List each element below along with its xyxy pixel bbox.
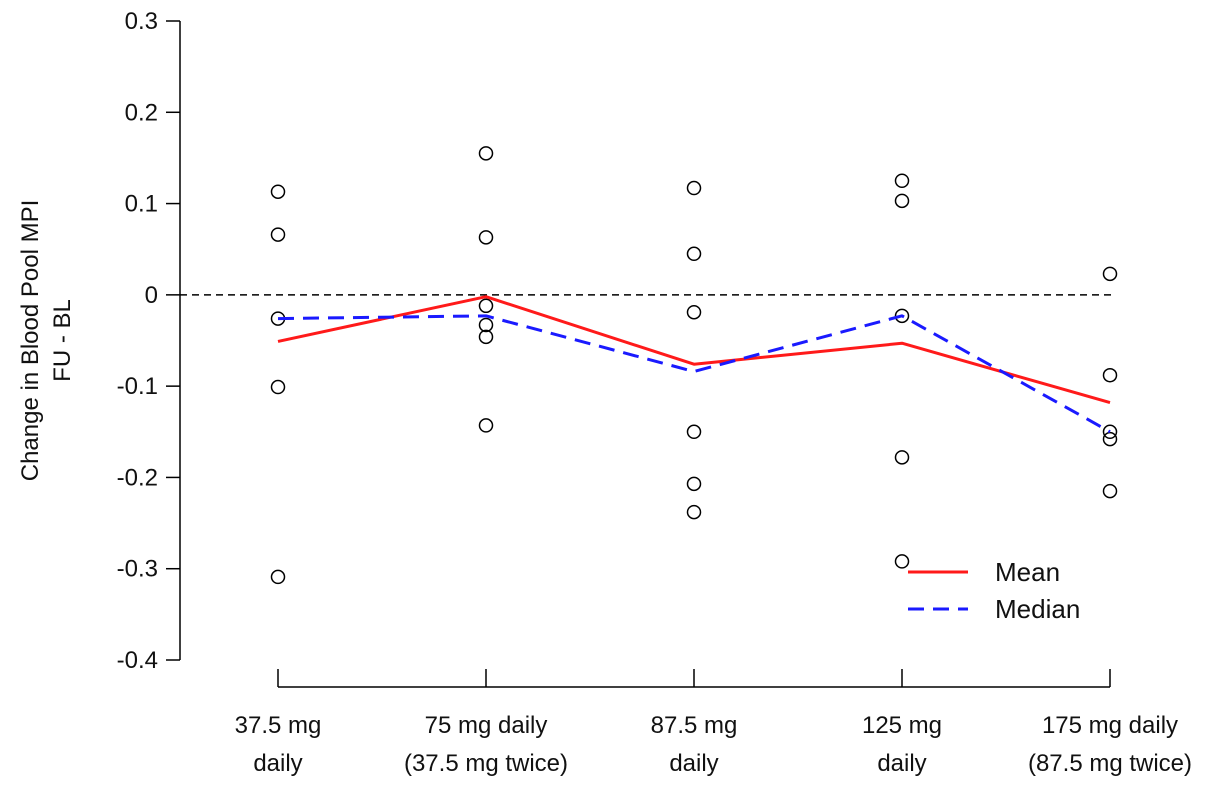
- data-point: [894, 193, 910, 209]
- y-tick-label: -0.2: [117, 464, 158, 491]
- y-tick-label: 0.3: [125, 8, 158, 35]
- y-tick-label: 0: [145, 282, 158, 309]
- data-point: [478, 298, 494, 314]
- x-tick-label: 75 mg daily: [425, 712, 548, 739]
- data-point: [1102, 483, 1118, 499]
- legend-label-median: Median: [995, 594, 1080, 624]
- median-series-line: [277, 314, 1111, 434]
- data-point: [686, 246, 702, 262]
- y-tick-label: 0.2: [125, 99, 158, 126]
- data-point: [478, 329, 494, 345]
- data-point: [686, 180, 702, 196]
- data-point: [270, 569, 286, 585]
- x-tick-label: (37.5 mg twice): [404, 750, 568, 777]
- data-point: [894, 554, 910, 569]
- data-point: [686, 304, 702, 320]
- y-tick-label: -0.1: [117, 373, 158, 400]
- data-point: [1102, 367, 1118, 383]
- data-points: [270, 146, 1118, 585]
- x-tick-label: daily: [877, 750, 926, 777]
- data-point: [686, 424, 702, 440]
- y-tick-label: -0.4: [117, 647, 158, 674]
- y-tick-label: 0.1: [125, 191, 158, 218]
- legend: Mean Median: [908, 557, 1080, 624]
- data-point: [1102, 431, 1118, 447]
- y-axis-title-line: FU - BL: [49, 299, 76, 382]
- x-axis: 37.5 mg daily 75 mg daily (37.5 mg twice) 87…: [235, 669, 1192, 777]
- x-tick-label: (87.5 mg twice): [1028, 750, 1192, 777]
- x-tick-label: 175 mg daily: [1042, 712, 1178, 739]
- data-point: [894, 308, 910, 324]
- data-point: [894, 450, 910, 465]
- data-point: [686, 504, 702, 520]
- data-point: [478, 418, 494, 433]
- data-point: [478, 230, 494, 245]
- legend-label-mean: Mean: [995, 557, 1060, 587]
- data-point: [270, 184, 286, 199]
- x-tick-label: 37.5 mg: [235, 712, 322, 739]
- y-axis: -0.4 -0.3 -0.2 -0.1 0 0.1 0.2 0.3: [117, 8, 181, 674]
- y-axis-title-line: Change in Blood Pool MPI: [17, 200, 44, 482]
- data-point: [270, 227, 286, 242]
- data-point: [686, 476, 702, 492]
- data-point: [1102, 424, 1118, 440]
- x-tick-label: daily: [669, 750, 718, 777]
- x-tick-label: 125 mg: [862, 712, 942, 739]
- x-tick-label: daily: [253, 750, 302, 777]
- data-point: [1102, 266, 1118, 282]
- data-point: [478, 317, 494, 333]
- y-tick-label: -0.3: [117, 556, 158, 583]
- data-point: [478, 146, 494, 161]
- mean-series-line: [277, 295, 1111, 405]
- data-point: [270, 379, 286, 395]
- y-axis-title: Change in Blood Pool MPI FU - BL: [17, 200, 76, 482]
- series-lines: [277, 295, 1111, 434]
- data-point: [894, 173, 910, 188]
- x-tick-label: 87.5 mg: [651, 712, 738, 739]
